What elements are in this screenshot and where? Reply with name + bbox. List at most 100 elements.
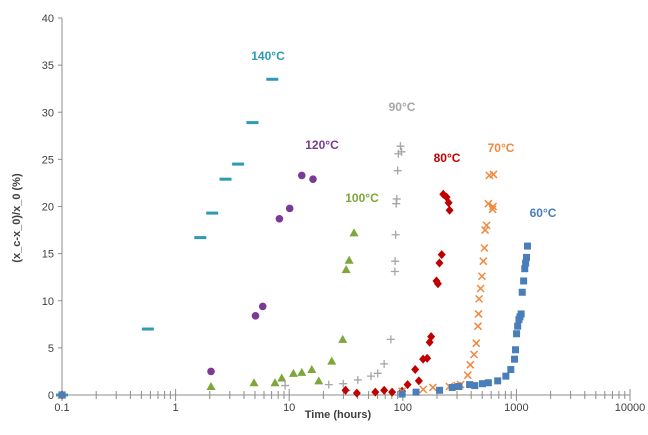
data-point	[309, 175, 317, 183]
data-point	[58, 391, 66, 399]
series-labels: 140°C 120°C 100°C 90°C 80°C 70°C 60°C	[251, 49, 556, 220]
x-tick-label: 10000	[615, 402, 646, 414]
data-point	[380, 385, 389, 395]
x-tick-label: 1	[173, 402, 179, 414]
data-point	[275, 214, 284, 223]
data-point	[341, 265, 351, 274]
data-point	[511, 355, 519, 363]
data-point	[251, 312, 260, 320]
data-point	[419, 385, 428, 394]
y-tick-label: 30	[42, 107, 54, 119]
data-point	[445, 205, 454, 215]
series-label: 80°C	[434, 151, 461, 165]
data-point	[386, 335, 395, 344]
data-point	[473, 322, 482, 331]
data-point	[474, 309, 483, 318]
data-point	[344, 255, 354, 264]
data-point	[281, 381, 290, 390]
y-tick-label: 5	[48, 343, 54, 355]
data-point	[352, 388, 361, 398]
data-point	[246, 121, 259, 125]
data-point	[412, 388, 420, 396]
data-point	[517, 310, 525, 318]
data-point	[353, 375, 362, 384]
data-point	[390, 267, 399, 276]
data-point	[435, 258, 444, 268]
data-point	[494, 377, 502, 385]
data-point	[141, 327, 154, 331]
y-tick-label: 15	[42, 249, 54, 261]
data-point	[411, 365, 420, 375]
data-point	[521, 265, 529, 273]
data-point	[314, 376, 324, 385]
x-tick-label: 100	[394, 402, 412, 414]
data-point	[455, 383, 463, 391]
data-point	[297, 171, 306, 180]
data-point	[373, 369, 382, 378]
data-point	[466, 360, 475, 369]
data-point	[466, 381, 474, 389]
data-point	[388, 387, 397, 397]
data-point	[307, 365, 317, 374]
data-point	[392, 194, 401, 203]
data-point	[396, 142, 405, 151]
axes: 0 5 10 15 20 25 30 35 40 0.1 1 10 100 1000 10000	[42, 13, 646, 414]
data-point	[463, 371, 472, 380]
data-point	[327, 356, 337, 365]
y-tick-label: 40	[42, 13, 54, 25]
data-point	[482, 221, 491, 230]
data-point	[403, 380, 412, 390]
data-point	[444, 198, 453, 208]
y-tick-label: 0	[48, 390, 54, 402]
y-tick-label: 25	[42, 154, 54, 166]
data-point	[448, 383, 456, 391]
data-point	[489, 170, 498, 179]
data-point	[397, 147, 406, 156]
data-point	[206, 211, 219, 215]
data-point	[428, 383, 437, 392]
data-point	[288, 368, 298, 377]
data-point	[520, 277, 528, 285]
data-point	[477, 272, 486, 281]
data-point	[427, 332, 436, 342]
data-point	[475, 294, 484, 303]
data-point	[206, 382, 216, 391]
data-points	[56, 77, 531, 400]
data-point	[507, 366, 515, 374]
data-point	[513, 330, 521, 338]
y-tick-label: 35	[42, 60, 54, 72]
y-axis-title: (x_c-x_0)/x_0 (%)	[11, 173, 23, 263]
x-axis-title: Time (hours)	[305, 409, 372, 421]
data-point	[476, 284, 485, 293]
series-label: 100°C	[345, 191, 379, 205]
series-label: 70°C	[488, 141, 515, 155]
data-point	[522, 259, 530, 267]
data-point	[297, 367, 307, 376]
x-tick-label: 1000	[504, 402, 528, 414]
series-label: 90°C	[389, 100, 416, 114]
data-point	[339, 379, 348, 388]
data-point	[341, 385, 350, 395]
x-tick-label: 0.1	[54, 402, 69, 414]
data-point	[285, 204, 294, 213]
data-point	[481, 226, 490, 235]
data-point	[324, 380, 333, 389]
data-point	[522, 253, 530, 261]
data-point	[423, 353, 432, 363]
data-point	[266, 77, 279, 81]
data-point	[484, 199, 493, 208]
data-point	[249, 378, 259, 387]
data-point	[484, 379, 492, 387]
data-point	[502, 372, 510, 380]
data-point	[371, 387, 380, 397]
data-point	[472, 339, 481, 348]
x-tick-label: 10	[283, 402, 295, 414]
data-point	[471, 382, 479, 390]
data-point	[436, 386, 444, 394]
data-point	[480, 243, 489, 253]
series-label: 120°C	[305, 138, 339, 152]
data-point	[338, 334, 348, 343]
data-point	[270, 378, 280, 387]
data-point	[470, 350, 479, 359]
data-point	[488, 205, 497, 214]
